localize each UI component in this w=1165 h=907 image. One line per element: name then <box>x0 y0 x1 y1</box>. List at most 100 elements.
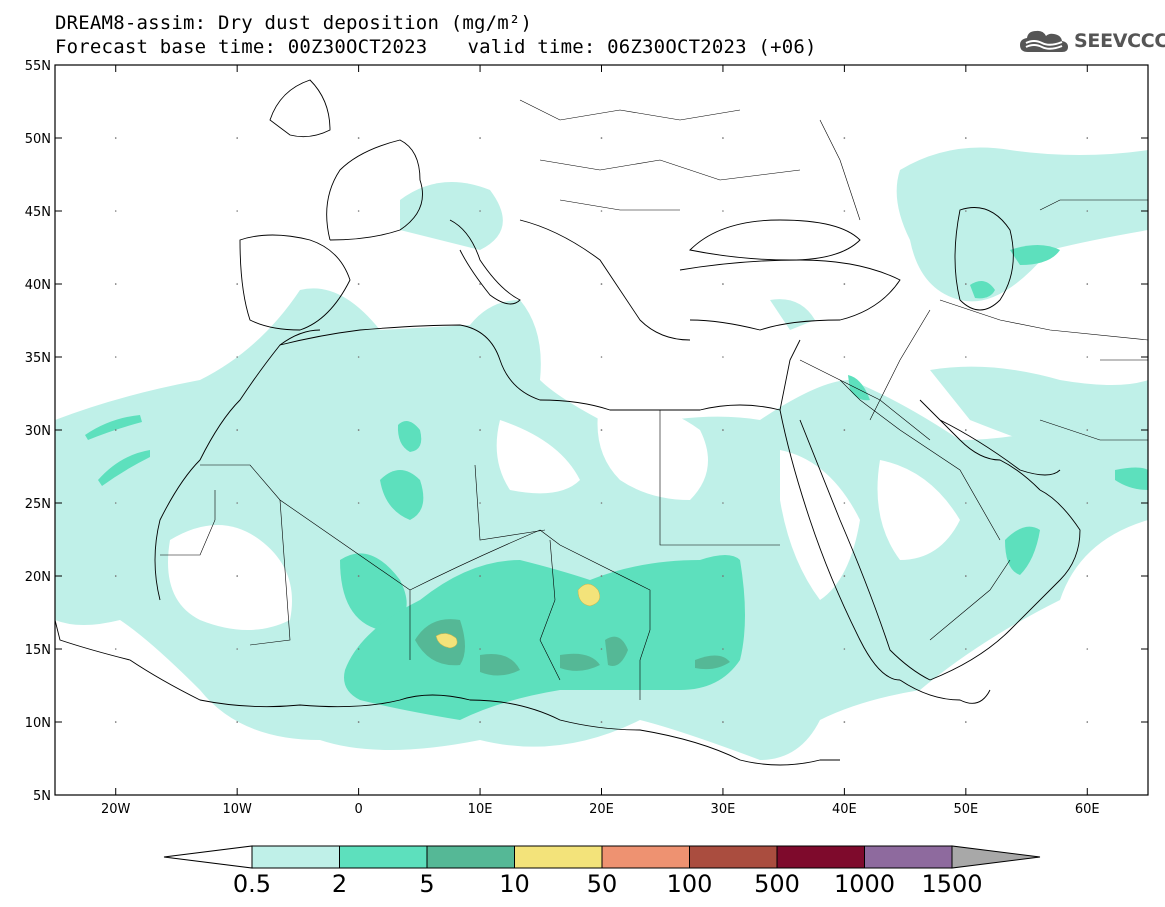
lat-label: 35N <box>25 351 51 366</box>
grid-dot <box>1086 575 1089 577</box>
lat-label: 20N <box>25 570 51 585</box>
grid-dot <box>479 502 481 504</box>
grid-dot <box>1086 429 1089 431</box>
colorbar-box <box>864 845 953 869</box>
lat-label: 10N <box>25 716 51 731</box>
grid-dot <box>965 648 967 650</box>
grid-dot <box>722 648 724 650</box>
lon-label: 10W <box>222 802 252 817</box>
lat-label: 25N <box>25 497 51 512</box>
coastlines <box>55 79 1081 766</box>
grid-dot <box>722 721 724 723</box>
grid-dot <box>965 502 967 504</box>
grid-dot <box>1086 283 1089 285</box>
grid-dot <box>600 648 603 650</box>
grid-dot <box>357 283 360 285</box>
dust-level-10 <box>435 583 600 649</box>
grid-dot <box>1086 502 1089 504</box>
grid-dot <box>236 502 238 504</box>
colorbar-label: 1000 <box>834 870 895 898</box>
grid-dot <box>1086 210 1089 212</box>
colorbar-box <box>601 845 690 869</box>
grid-dot <box>600 721 603 723</box>
grid-dot <box>236 429 238 431</box>
lat-label: 50N <box>25 132 51 147</box>
lat-label: 55N <box>25 59 51 74</box>
grid-dot <box>965 575 967 577</box>
grid-dot <box>479 283 481 285</box>
axis-ticks: 55N 50N 45N 40N 35N 30N 25N 20N 15N 10N 5N 20W 10W 0 1… <box>25 59 1148 817</box>
colorbar-label: 10 <box>499 870 530 898</box>
dust-level-2 <box>85 245 1148 720</box>
lat-label: 40N <box>25 278 51 293</box>
grid-dot <box>843 648 846 650</box>
grid-dot <box>722 356 724 358</box>
grid-dot <box>722 283 724 285</box>
lon-label: 40E <box>832 802 857 817</box>
lon-label: 20W <box>101 802 131 817</box>
grid-dot <box>236 648 238 650</box>
colorbar-over-triangle <box>951 845 1041 869</box>
grid-dot <box>357 575 360 577</box>
cloud-icon <box>1020 30 1068 52</box>
grid-dot <box>479 575 481 577</box>
grid-dot <box>357 210 360 212</box>
grid-dot <box>722 137 724 139</box>
grid-dot <box>843 356 846 358</box>
grid-dot <box>722 502 724 504</box>
grid-dot <box>357 648 360 650</box>
grid-dot <box>600 283 603 285</box>
grid-dot <box>479 721 481 723</box>
grid-dot <box>114 575 117 577</box>
grid-dot <box>479 137 481 139</box>
grid-dot <box>479 210 481 212</box>
grid-dot <box>600 210 603 212</box>
grid-dot <box>114 137 117 139</box>
lat-label: 5N <box>33 789 51 804</box>
grid-dot <box>965 283 967 285</box>
colorbar-box <box>426 845 515 869</box>
lon-label: 10E <box>468 802 493 817</box>
grid-dot <box>114 210 117 212</box>
colorbar-box <box>776 845 865 869</box>
lon-label: 0 <box>354 802 362 817</box>
seevccc-logo: SEEVCCC <box>1018 26 1165 56</box>
dust-level-0-5 <box>55 147 1148 760</box>
grid-dot <box>600 429 603 431</box>
colorbar-label: 5 <box>419 870 434 898</box>
grid-dot <box>357 137 360 139</box>
grid-dot <box>114 356 117 358</box>
colorbar-label: 0.5 <box>233 870 271 898</box>
colorbar-box <box>514 845 603 869</box>
grid-dot <box>965 356 967 358</box>
colorbar-box <box>689 845 778 869</box>
lon-label: 30E <box>711 802 736 817</box>
grid-dot <box>965 137 967 139</box>
grid-dot <box>479 648 481 650</box>
grid-dot <box>965 429 967 431</box>
grid-dot <box>236 283 238 285</box>
lon-label: 50E <box>953 802 978 817</box>
colorbar-under-triangle <box>163 845 253 869</box>
valid-time: valid time: 06Z30OCT2023 (+06) <box>467 36 817 58</box>
grid-dot <box>722 210 724 212</box>
grid-dot <box>843 283 846 285</box>
colorbar-label: 50 <box>587 870 618 898</box>
grid-dot <box>722 575 724 577</box>
lon-label: 20E <box>589 802 614 817</box>
grid-dot <box>722 429 724 431</box>
grid-dot <box>843 575 846 577</box>
dust-fields <box>55 79 1148 766</box>
grid-dot <box>1086 137 1089 139</box>
grid-dot <box>1086 356 1089 358</box>
grid-dot <box>600 356 603 358</box>
grid-dot <box>965 210 967 212</box>
map-title: DREAM8-assim: Dry dust deposition (mg/m²… <box>55 12 533 34</box>
colorbar-box <box>251 845 340 869</box>
grid-dot <box>114 721 117 723</box>
colorbar-label: 2 <box>332 870 347 898</box>
graticule <box>114 137 1089 723</box>
lon-label: 60E <box>1075 802 1100 817</box>
colorbar-label: 100 <box>667 870 713 898</box>
